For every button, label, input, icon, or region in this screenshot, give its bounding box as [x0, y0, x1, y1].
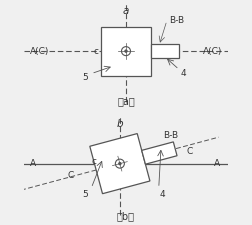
Text: C: C	[68, 171, 74, 180]
Text: （b）: （b）	[117, 211, 135, 221]
Polygon shape	[90, 134, 150, 194]
Text: a: a	[123, 6, 129, 16]
Text: c: c	[91, 157, 96, 166]
Text: 5: 5	[82, 73, 88, 82]
Text: c: c	[93, 47, 98, 56]
Text: b: b	[117, 119, 123, 129]
Circle shape	[119, 163, 121, 165]
Bar	[150, 44, 179, 58]
Circle shape	[125, 50, 127, 52]
Text: B-B: B-B	[169, 16, 184, 25]
Text: 4: 4	[160, 190, 166, 199]
Polygon shape	[142, 142, 177, 164]
Text: 5: 5	[82, 190, 88, 199]
Bar	[102, 27, 150, 76]
Circle shape	[115, 159, 124, 168]
Text: A(C): A(C)	[203, 47, 222, 56]
Text: A(C): A(C)	[30, 47, 49, 56]
Text: （a）: （a）	[117, 96, 135, 106]
Text: 4: 4	[180, 69, 186, 78]
Circle shape	[121, 47, 131, 56]
Text: A: A	[30, 159, 36, 168]
Text: C: C	[186, 147, 193, 156]
Text: A: A	[214, 159, 220, 168]
Text: B-B: B-B	[163, 130, 178, 140]
